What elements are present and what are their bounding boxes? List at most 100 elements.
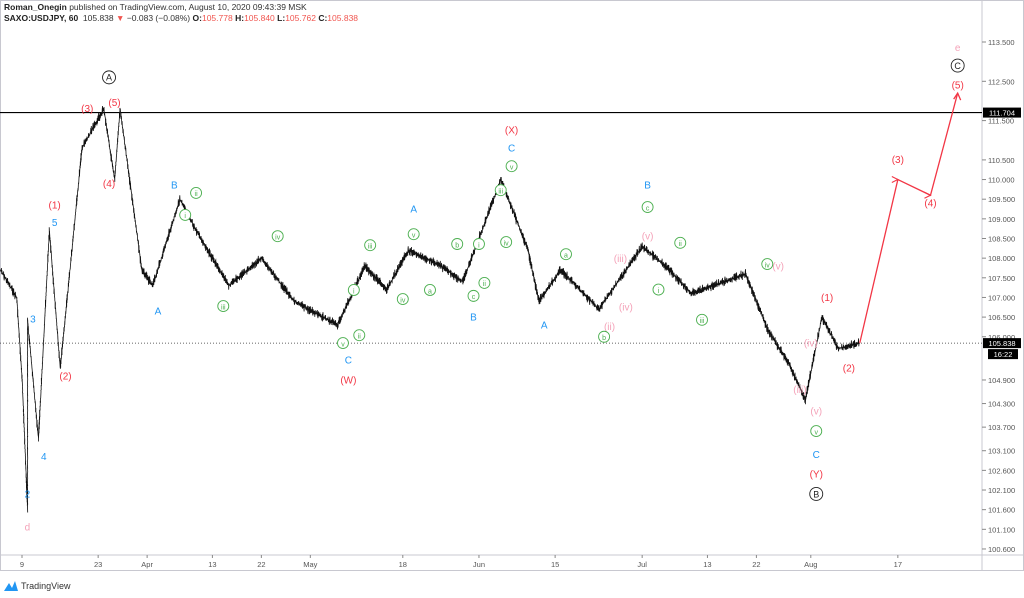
- wave-label-green: i: [179, 208, 192, 221]
- wave-label-blue: 4: [41, 452, 47, 463]
- wave-label-pink: d: [25, 523, 31, 534]
- wave-label-pink: (v): [772, 261, 784, 272]
- y-tick-label: 100.600: [988, 545, 1015, 554]
- wave-label-blue: A: [541, 320, 548, 331]
- wave-label-blue: B: [470, 312, 477, 323]
- wave-label-circle: [761, 258, 774, 270]
- y-tick-label: 101.100: [988, 525, 1015, 534]
- y-tick-label: 102.100: [988, 486, 1015, 495]
- y-tick-label: 109.000: [988, 215, 1015, 224]
- y-tick-label: 106.000: [988, 333, 1015, 342]
- wave-label-green: ii: [478, 276, 491, 289]
- wave-label-green: ii: [190, 186, 203, 199]
- wave-label-red: (W): [340, 375, 356, 386]
- y-tick-label: 104.300: [988, 400, 1015, 409]
- wave-label: 3: [30, 314, 36, 325]
- wave-label-red: (2): [59, 371, 71, 382]
- wave-label: a: [428, 288, 432, 295]
- open-value: 105.778: [201, 13, 233, 23]
- wave-label-black: B: [809, 487, 824, 501]
- wave-label: i: [184, 213, 186, 220]
- wave-label-circle: [950, 58, 965, 73]
- wave-label: c: [646, 205, 650, 212]
- symbol[interactable]: SAXO:USDJPY, 60: [4, 13, 79, 23]
- open-label: O:: [192, 13, 202, 23]
- wave-label-pink: (iii): [793, 385, 806, 396]
- low-label: L:: [277, 13, 286, 23]
- wave-label-circle: [102, 70, 116, 85]
- wave-label: iv: [504, 240, 510, 247]
- price-change: −0.083 (−0.08%): [126, 13, 191, 23]
- wave-label-green: v: [505, 160, 518, 173]
- wave-label: (iii): [793, 385, 806, 396]
- wave-label-blue: C: [813, 450, 820, 461]
- wave-label: B: [813, 489, 819, 499]
- wave-label: v: [412, 232, 416, 239]
- y-tick-label: 110.000: [988, 176, 1015, 185]
- wave-label: 4: [41, 452, 47, 463]
- y-tick-label: 112.500: [988, 77, 1015, 86]
- wave-label-blue: C: [508, 143, 515, 154]
- wave-label: C: [345, 356, 352, 367]
- y-tick-label: 103.700: [988, 423, 1015, 432]
- wave-label-red: (1): [49, 200, 61, 211]
- wave-label-green: iii: [364, 239, 377, 252]
- wave-label-green: i: [473, 238, 485, 250]
- x-tick-label: 17: [894, 560, 902, 569]
- wave-label-blue: B: [644, 181, 651, 192]
- x-tick-label: 9: [20, 560, 24, 569]
- projection-path: [859, 92, 959, 344]
- wave-label-circle: [598, 330, 611, 343]
- y-tick-label: 103.100: [988, 447, 1015, 456]
- wave-label-circle: [217, 300, 230, 313]
- wave-label-circle: [560, 248, 572, 261]
- wave-label-red: (4): [103, 179, 115, 190]
- wave-label-red: (3): [892, 155, 904, 166]
- y-tick-label: 104.900: [988, 376, 1015, 385]
- wave-label: A: [155, 307, 162, 318]
- wave-label: v: [341, 341, 345, 348]
- wave-label: (iii): [614, 254, 627, 265]
- wave-label: ii: [358, 333, 362, 340]
- wave-label: (3): [81, 104, 93, 115]
- y-tick-label: 111.500: [988, 117, 1014, 126]
- wave-label: v: [510, 164, 514, 171]
- high-value: 105.840: [244, 13, 275, 23]
- wave-label-green: a: [424, 284, 436, 296]
- wave-label: iii: [700, 318, 705, 325]
- wave-label-red: (1): [821, 293, 833, 304]
- brand[interactable]: TradingView: [21, 581, 71, 591]
- wave-label: (v): [810, 407, 822, 418]
- wave-label: (1): [821, 293, 833, 304]
- wave-label-green: iv: [271, 230, 284, 243]
- wave-label-circle: [674, 236, 687, 249]
- y-tick-label: 108.000: [988, 254, 1015, 263]
- wave-label-green: ii: [353, 329, 366, 342]
- projection-vertex-arrow: [891, 176, 900, 184]
- projection-arrowhead: [953, 91, 962, 101]
- low-value: 105.762: [285, 13, 316, 23]
- wave-label: (X): [505, 126, 518, 137]
- wave-label: A: [410, 204, 417, 215]
- wave-label-blue: 3: [30, 314, 36, 325]
- wave-label-circle: [810, 425, 823, 438]
- y-tick-label: 102.600: [988, 466, 1015, 475]
- wave-label-green: ii: [674, 236, 687, 249]
- x-tick-label: 22: [752, 560, 760, 569]
- wave-label-pink: (v): [642, 231, 654, 242]
- wave-label-circle: [407, 228, 420, 241]
- x-tick-label: Aug: [804, 560, 817, 569]
- wave-label-green: v: [337, 337, 349, 349]
- close-value: 105.838: [327, 13, 359, 23]
- wave-label: (1): [49, 200, 61, 211]
- wave-label: (Y): [810, 470, 823, 481]
- wave-label-blue: A: [410, 204, 417, 215]
- wave-label: (2): [59, 371, 71, 382]
- wave-label-green: iv: [500, 236, 513, 248]
- wave-label: (5): [952, 81, 964, 92]
- author[interactable]: Roman_Onegin: [4, 2, 67, 12]
- wave-label-pink: (ii): [604, 322, 615, 333]
- wave-label: C: [813, 450, 820, 461]
- wave-label: (v): [642, 231, 654, 242]
